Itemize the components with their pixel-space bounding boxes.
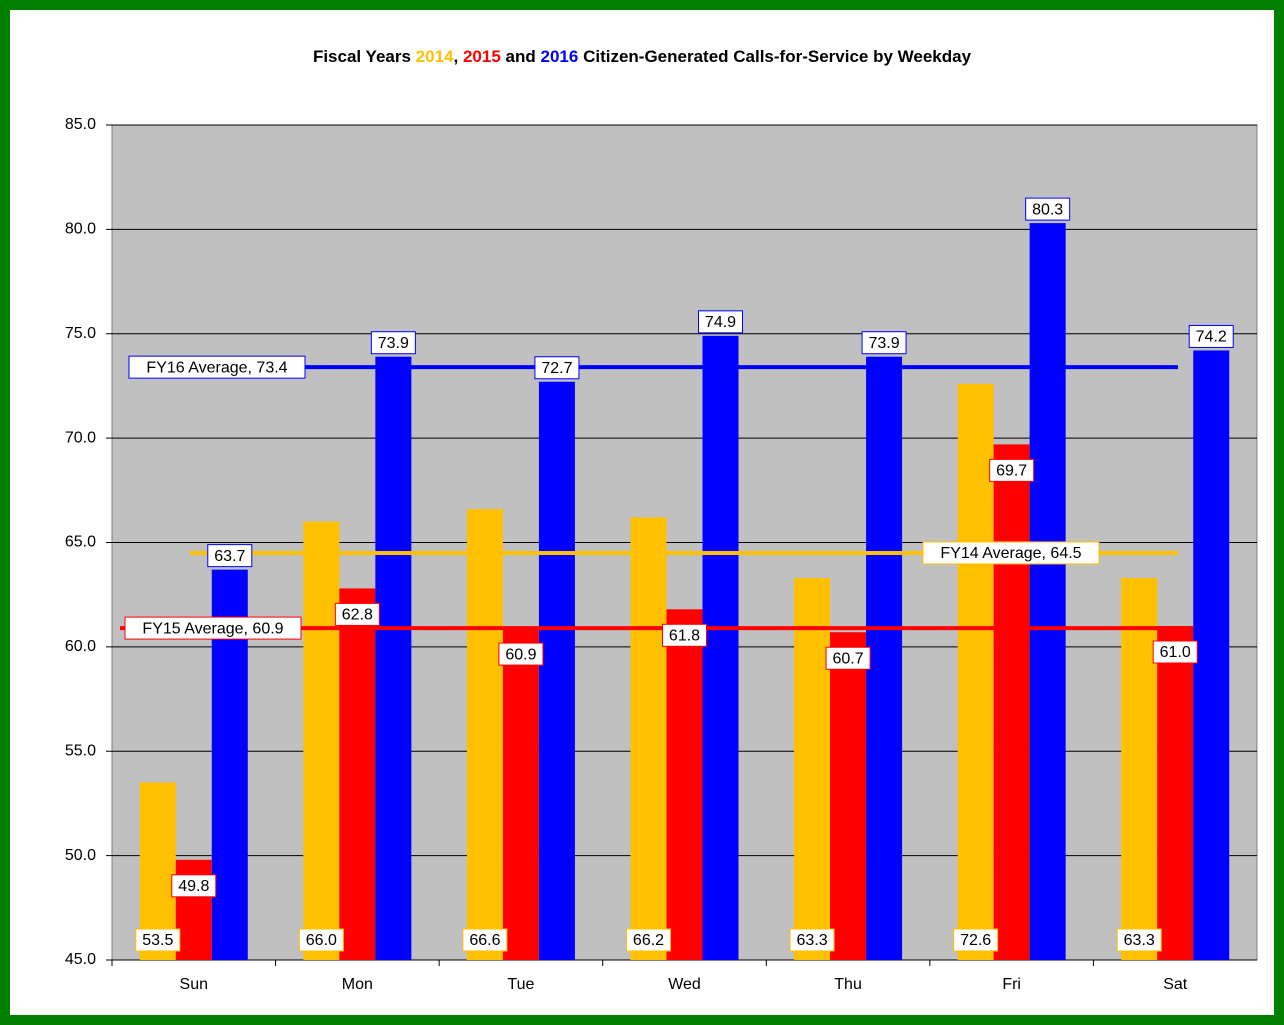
x-tick-label: Wed [668,976,701,993]
data-label: 66.2 [633,932,664,949]
y-tick-label: 65.0 [65,534,96,551]
bar [375,356,412,960]
label-box [922,541,1100,565]
label-box [825,646,871,670]
label-box [1116,928,1162,952]
y-tick-label: 70.0 [65,429,96,446]
y-tick-label: 75.0 [65,325,96,342]
data-label: 74.9 [705,314,736,331]
label-box [1152,640,1198,664]
x-tick-label: Fri [1002,976,1021,993]
bar [830,632,867,960]
data-label: FY15 Average, 60.9 [142,620,283,637]
bar [666,609,703,960]
y-tick-label: 85.0 [65,116,96,133]
data-label: 53.5 [142,932,173,949]
x-tick-label: Thu [834,976,862,993]
label-box [534,356,580,380]
bar [993,444,1030,960]
label-box [1025,197,1071,221]
label-box [989,458,1035,482]
y-tick-label: 80.0 [65,221,96,238]
data-label: 74.2 [1196,329,1227,346]
data-label: 63.3 [1124,932,1155,949]
bar [303,521,340,960]
label-box [861,331,907,355]
label-box [207,544,253,568]
label-box [498,642,544,666]
data-label: 80.3 [1032,201,1063,218]
x-tick-label: Mon [342,976,373,993]
bar [339,588,376,960]
bar [957,383,994,961]
data-label: 73.9 [869,335,900,352]
label-box [462,928,508,952]
data-label: 49.8 [178,878,209,895]
data-label: 60.7 [833,650,864,667]
label-box [135,928,181,952]
bar [1029,223,1066,961]
x-tick-label: Sun [180,976,208,993]
bar [630,517,667,960]
bar [1193,350,1230,960]
bar [702,335,739,960]
data-label: 61.0 [1160,644,1191,661]
label-box [171,874,217,898]
data-label: 63.3 [797,932,828,949]
x-tick-label: Tue [507,976,534,993]
label-box [626,928,671,952]
data-label: FY14 Average, 64.5 [940,545,1081,562]
data-label: 72.6 [960,932,991,949]
bar [866,356,903,960]
data-label: 72.7 [541,360,572,377]
y-tick-label: 45.0 [65,951,96,968]
x-tick-label: Sat [1163,976,1188,993]
data-label: FY16 Average, 73.4 [146,359,287,376]
data-label: 60.9 [505,646,536,663]
data-label: 62.8 [342,607,373,624]
label-box [370,331,416,355]
y-tick-label: 50.0 [65,847,96,864]
bar [466,509,503,960]
data-label: 66.0 [306,932,337,949]
label-box [1188,324,1234,348]
label-box [334,602,380,626]
label-box [298,928,344,952]
bar [1121,577,1158,960]
data-label: 61.8 [669,628,700,645]
chart-title: Fiscal Years 2014, 2015 and 2016 Citizen… [313,47,972,66]
data-label: 69.7 [996,463,1027,480]
y-tick-label: 55.0 [65,742,96,759]
data-label: 63.7 [214,548,245,565]
data-label: 73.9 [378,335,409,352]
label-box [953,928,999,952]
bar [794,577,831,960]
label-box [662,623,707,647]
bar [538,381,575,960]
label-box [698,310,743,334]
y-tick-label: 60.0 [65,638,96,655]
label-box [124,616,302,640]
data-label: 66.6 [469,932,500,949]
label-box [789,928,835,952]
label-box [128,355,306,379]
bar [502,628,539,960]
bar [1157,626,1194,960]
